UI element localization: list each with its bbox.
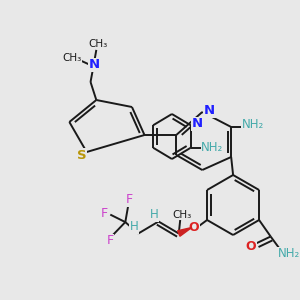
Text: N: N	[88, 58, 100, 71]
Text: CH₃: CH₃	[172, 210, 191, 220]
Text: F: F	[125, 193, 133, 206]
Text: NH₂: NH₂	[201, 141, 224, 154]
Text: O: O	[246, 240, 256, 253]
Polygon shape	[178, 227, 192, 236]
Text: S: S	[77, 149, 86, 162]
Text: N: N	[191, 117, 203, 130]
Text: H: H	[150, 208, 159, 221]
Text: NH₂: NH₂	[242, 118, 264, 131]
Text: CH₃: CH₃	[63, 53, 82, 63]
Text: N: N	[204, 104, 215, 117]
Text: H: H	[130, 220, 138, 233]
Text: F: F	[107, 234, 114, 247]
Text: F: F	[101, 207, 108, 220]
Text: NH₂: NH₂	[278, 248, 300, 260]
Text: O: O	[188, 221, 199, 234]
Text: CH₃: CH₃	[88, 39, 107, 49]
